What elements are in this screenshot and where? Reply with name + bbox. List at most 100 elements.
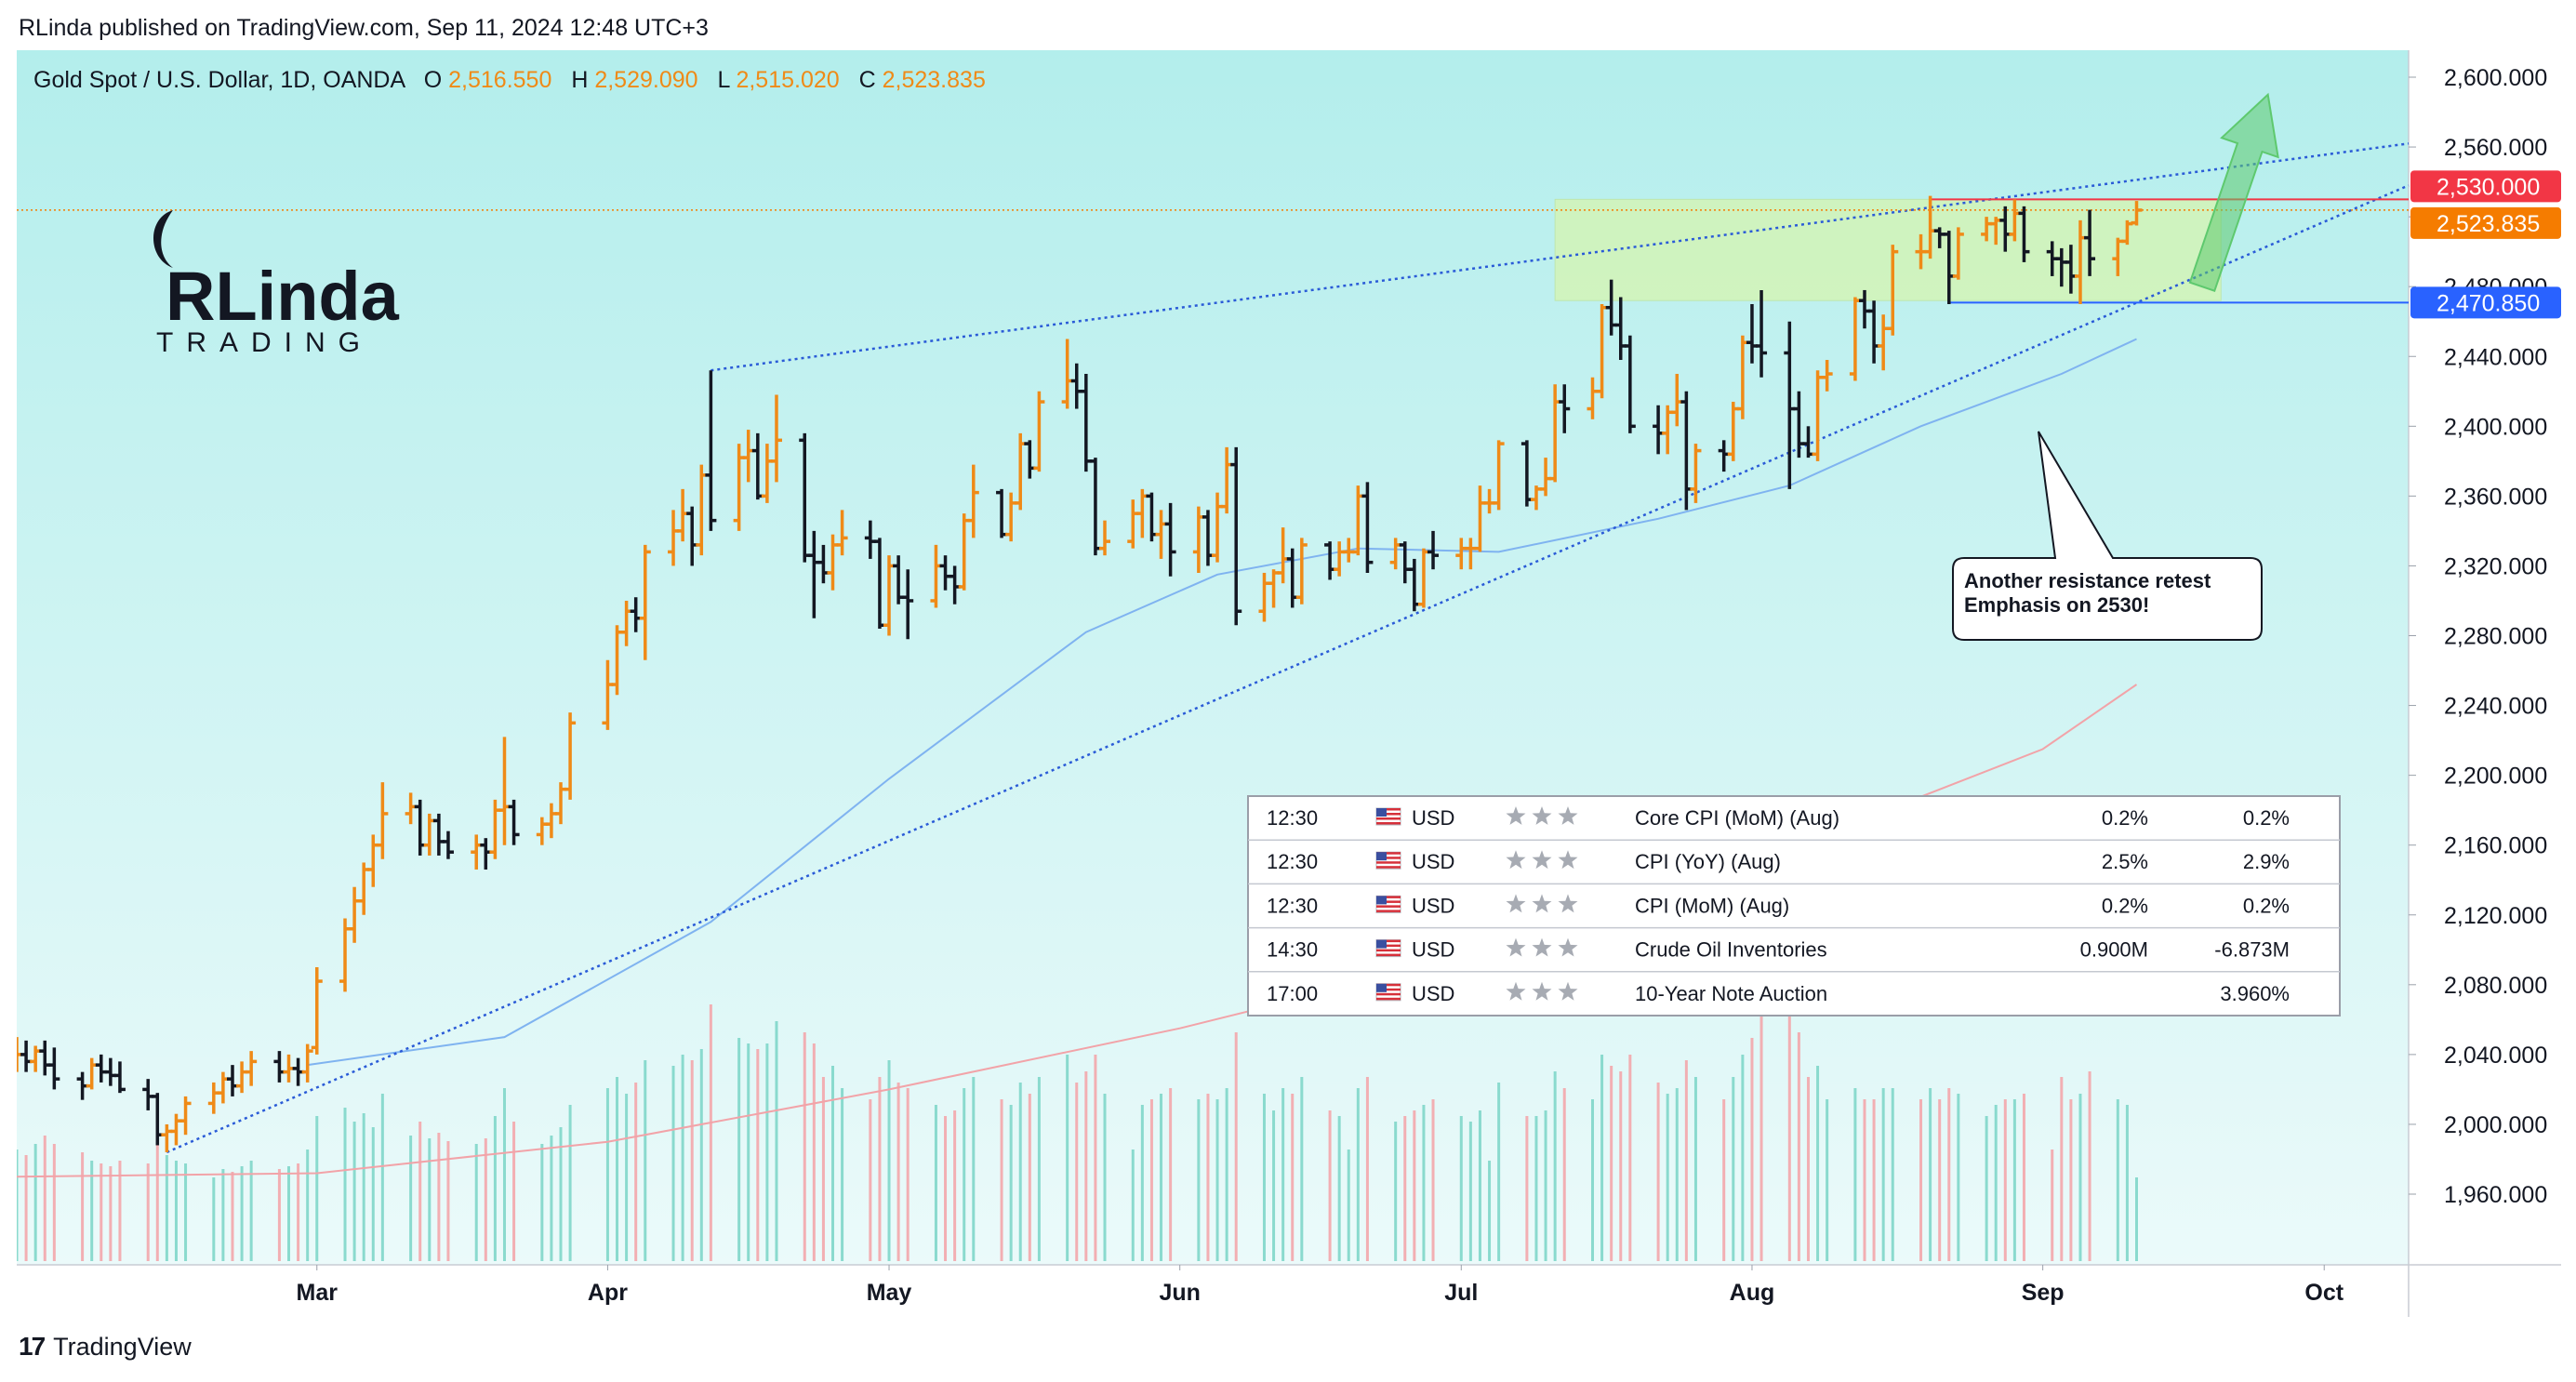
- event-previous: 0.2%: [2243, 894, 2290, 917]
- volume-bar: [165, 1155, 168, 1261]
- price-tick-label: 2,120.000: [2444, 903, 2547, 929]
- volume-bar: [681, 1055, 684, 1261]
- volume-bar: [297, 1163, 300, 1261]
- volume-bar: [155, 1144, 159, 1261]
- price-tick-label: 2,360.000: [2444, 484, 2547, 510]
- open-label: O: [424, 67, 442, 93]
- star-icon: [1532, 850, 1552, 870]
- volume-bar: [699, 1049, 703, 1261]
- time-tick-label: Jul: [1444, 1280, 1478, 1306]
- volume-bar: [1562, 1088, 1566, 1261]
- volume-bar: [550, 1136, 553, 1261]
- volume-bar: [963, 1088, 966, 1261]
- price-tag-resistance-label: 2,530.000: [2437, 174, 2540, 200]
- volume-bar: [1272, 1110, 1276, 1261]
- volume-bar: [2060, 1077, 2064, 1261]
- volume-bar: [277, 1169, 281, 1261]
- flag-stripe: [1376, 988, 1401, 991]
- event-forecast: 0.900M: [2080, 938, 2148, 962]
- star-icon: [1558, 981, 1578, 1001]
- price-tags: 2,530.000 2,523.835 2,470.850: [2410, 170, 2561, 319]
- time-tick-label: Aug: [1730, 1280, 1775, 1306]
- volume-bar: [1431, 1099, 1435, 1261]
- volume-bar: [1722, 1099, 1726, 1261]
- volume-bar: [803, 1032, 806, 1261]
- ma-slow-line: [17, 684, 2138, 1178]
- price-tick-label: 2,600.000: [2444, 65, 2547, 91]
- price-tick-label: 2,240.000: [2444, 694, 2547, 720]
- event-currency: USD: [1412, 982, 1454, 1005]
- volume-bar: [1281, 1088, 1285, 1261]
- volume-bar: [315, 1116, 319, 1261]
- volume-bar: [1656, 1083, 1660, 1261]
- volume-bar: [1534, 1116, 1538, 1261]
- annotation-callout[interactable]: Another resistance retest Emphasis on 25…: [1952, 431, 2263, 641]
- volume-bar: [43, 1136, 46, 1261]
- volume-bar: [2078, 1094, 2082, 1261]
- volume-bar: [1544, 1110, 1547, 1261]
- time-axis[interactable]: Mar Apr May Jun Jul Aug Sep Oct: [297, 1265, 2344, 1306]
- volume-bar: [1169, 1088, 1173, 1261]
- volume-bar: [512, 1122, 516, 1261]
- ohlc-bar: [1295, 538, 1308, 605]
- logo-wordmark: RLinda: [166, 258, 400, 335]
- close-value: 2,523.835: [883, 67, 986, 93]
- tradingview-footer[interactable]: 17 TradingView: [19, 1332, 192, 1362]
- time-tick-label: Apr: [588, 1280, 628, 1306]
- ohlc-bar: [1690, 444, 1702, 503]
- volume-bar: [953, 1110, 957, 1261]
- volume-bar: [17, 1149, 19, 1261]
- volume-bar: [1553, 1071, 1557, 1261]
- volume-bar: [1816, 1066, 1820, 1261]
- price-tick-label: 1,960.000: [2444, 1182, 2547, 1208]
- volume-bar: [24, 1155, 28, 1261]
- event-name: Core CPI (MoM) (Aug): [1635, 806, 1839, 830]
- ohlc-bar: [1099, 520, 1111, 556]
- volume-bar: [1018, 1083, 1022, 1261]
- price-tick-label: 2,280.000: [2444, 624, 2547, 650]
- volume-bar: [756, 1049, 760, 1261]
- price-tick-label: 2,560.000: [2444, 135, 2547, 161]
- price-tick-label: 2,320.000: [2444, 553, 2547, 579]
- ohlc-bar: [1164, 502, 1176, 577]
- volume-bar: [1497, 1083, 1501, 1261]
- high-value: 2,529.090: [594, 67, 697, 93]
- volume-bar: [221, 1169, 225, 1261]
- volume-bar: [146, 1163, 150, 1261]
- symbol-info: Gold Spot / U.S. Dollar, 1D, OANDA O 2,5…: [33, 67, 986, 93]
- volume-bar: [812, 1043, 816, 1261]
- time-tick-label: Oct: [2304, 1280, 2344, 1306]
- event-name: CPI (MoM) (Aug): [1635, 894, 1789, 917]
- volume-bar: [1590, 1099, 1594, 1261]
- volume-bar: [1413, 1110, 1416, 1261]
- volume-bar: [1094, 1055, 1097, 1261]
- volume-bar: [841, 1088, 844, 1261]
- callout-line-1: Another resistance retest: [1964, 569, 2211, 592]
- volume-bar: [362, 1113, 365, 1261]
- volume-bar: [896, 1083, 900, 1261]
- trendline-upper: [710, 142, 2410, 372]
- flag-stripe: [1376, 939, 1401, 943]
- ohlc-bar: [1230, 446, 1242, 626]
- flag-stripe: [1376, 861, 1401, 864]
- ohlc-bar: [48, 1047, 60, 1090]
- chart-area[interactable]: 2,600.0002,560.0002,520.0002,480.0002,44…: [17, 50, 2561, 1317]
- open-value: 2,516.550: [448, 67, 551, 93]
- volume-bar: [2012, 1099, 2016, 1261]
- horizontal-levels: [17, 198, 2409, 304]
- callout-line-2: Emphasis on 2530!: [1964, 593, 2149, 617]
- volume-bar: [1525, 1116, 1529, 1261]
- ohlc-bar: [246, 1051, 258, 1086]
- ohlc-bar: [639, 544, 651, 660]
- volume-bar: [1806, 1077, 1810, 1261]
- event-previous: 0.2%: [2243, 806, 2290, 830]
- star-icon: [1506, 850, 1526, 870]
- ohlc-bar: [902, 569, 914, 640]
- volume-bar: [2125, 1105, 2129, 1261]
- ohlc-bar: [1821, 360, 1833, 392]
- flag-canton: [1376, 852, 1387, 861]
- table-frame: [1247, 795, 2341, 1017]
- volume-bar: [944, 1116, 948, 1261]
- volume-bar: [90, 1161, 94, 1261]
- flag-stripe: [1376, 857, 1401, 859]
